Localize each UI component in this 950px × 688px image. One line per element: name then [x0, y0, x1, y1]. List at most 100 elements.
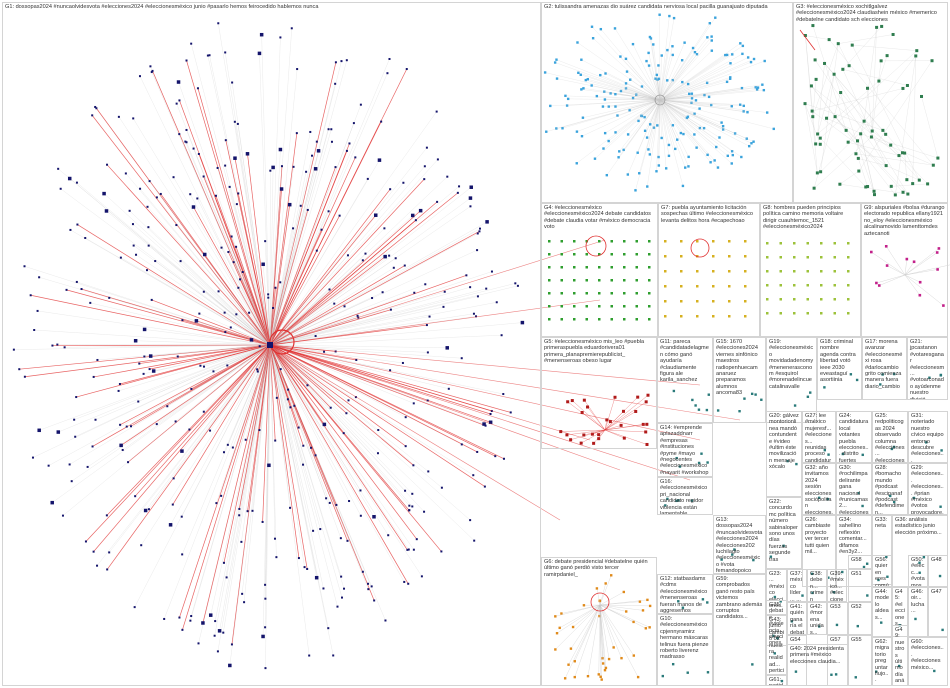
- self-loop: [585, 235, 607, 257]
- edge: [236, 204, 271, 346]
- node: [485, 220, 489, 224]
- node: [859, 132, 863, 136]
- node: [598, 266, 601, 269]
- node: [613, 27, 617, 30]
- node: [146, 205, 149, 208]
- node: [710, 35, 713, 38]
- node: [336, 605, 339, 608]
- node: [680, 240, 683, 243]
- edge: [904, 259, 908, 276]
- node: [706, 671, 710, 674]
- node: [279, 368, 282, 371]
- node: [151, 69, 154, 72]
- node: [793, 256, 796, 259]
- node: [549, 104, 552, 108]
- node: [697, 461, 701, 465]
- edge: [62, 344, 271, 516]
- group-label: G8: hombres pueden principios política c…: [763, 205, 844, 231]
- node: [623, 253, 626, 256]
- group-g9: G9: alspuriales #bolsa #durango electora…: [861, 203, 948, 337]
- edge: [878, 55, 888, 82]
- node: [420, 575, 423, 578]
- node: [652, 126, 656, 129]
- edge: [659, 54, 673, 101]
- edge: [598, 604, 601, 675]
- edge: [858, 158, 887, 166]
- edge: [659, 99, 732, 107]
- node: [488, 420, 493, 425]
- node: [760, 398, 763, 401]
- edge: [144, 329, 271, 346]
- node: [870, 129, 874, 133]
- group-g49: G49: nuestros último día análisis...: [892, 625, 908, 686]
- edge: [269, 214, 377, 346]
- edge: [234, 158, 271, 346]
- group-g17: G17: morena avanzar #eleccionesméxi rosa…: [862, 337, 907, 400]
- node: [598, 240, 601, 243]
- group-label: G54: [790, 637, 801, 643]
- edge: [659, 99, 744, 106]
- edge: [817, 80, 879, 135]
- node: [866, 594, 869, 597]
- node: [206, 54, 209, 57]
- node: [839, 91, 843, 95]
- node: [402, 181, 405, 184]
- node: [811, 115, 815, 119]
- node: [696, 270, 699, 273]
- node: [315, 249, 318, 252]
- edge: [269, 267, 394, 346]
- node: [61, 514, 64, 517]
- node: [485, 287, 488, 290]
- edge: [659, 99, 733, 156]
- edge: [615, 94, 661, 101]
- node: [695, 146, 698, 149]
- edge: [659, 61, 752, 101]
- node: [754, 393, 757, 396]
- node: [149, 65, 152, 68]
- edge: [659, 52, 696, 101]
- node: [638, 172, 641, 175]
- edge: [269, 344, 369, 590]
- edge: [119, 344, 271, 385]
- node: [191, 205, 196, 209]
- node: [209, 429, 212, 432]
- node: [793, 404, 797, 407]
- group-g8: G8: hombres pueden principios política c…: [760, 203, 861, 337]
- edge: [659, 54, 728, 101]
- node: [905, 83, 909, 87]
- edge: [90, 302, 271, 346]
- node: [561, 127, 564, 130]
- node: [447, 387, 450, 390]
- edge: [656, 74, 661, 101]
- node: [636, 395, 640, 399]
- node: [458, 185, 461, 188]
- edge: [173, 177, 271, 346]
- node: [739, 42, 742, 45]
- node: [933, 669, 936, 673]
- edge: [269, 147, 428, 346]
- node: [819, 170, 823, 174]
- group-label: G31: noteriado nuestro cívico equipo ent…: [911, 413, 944, 463]
- edge: [269, 344, 691, 481]
- node: [124, 172, 127, 175]
- edge: [269, 344, 304, 446]
- edge: [269, 344, 334, 656]
- node: [359, 103, 362, 106]
- node: [548, 318, 551, 321]
- edge: [648, 65, 661, 101]
- edge: [215, 195, 271, 346]
- node: [886, 575, 889, 578]
- node: [267, 463, 271, 468]
- node: [680, 300, 683, 303]
- edge: [599, 604, 639, 678]
- node: [580, 88, 583, 91]
- node: [233, 120, 236, 123]
- node: [872, 193, 876, 197]
- node: [941, 628, 944, 632]
- edge: [904, 153, 908, 180]
- node: [381, 291, 384, 294]
- node: [617, 156, 620, 159]
- node: [823, 386, 826, 389]
- node: [688, 92, 691, 96]
- node: [691, 46, 695, 50]
